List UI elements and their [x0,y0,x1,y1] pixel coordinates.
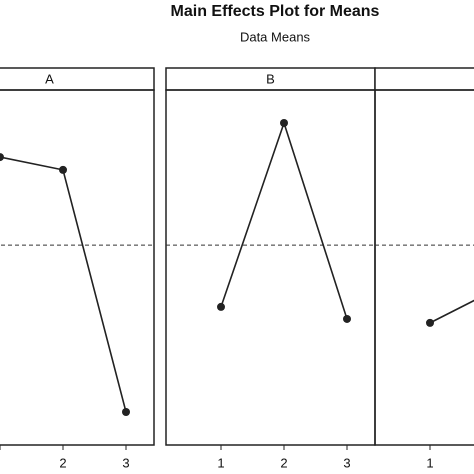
x-tick-label: 1 [217,455,224,470]
panel-frame [0,89,155,446]
mean-point [217,302,225,311]
panel-header [0,67,155,91]
x-tick-label: 2 [280,455,287,470]
panel-frame [374,89,474,446]
effect-line [220,120,348,320]
panel-header [374,67,474,91]
mean-point [343,314,351,323]
mean-point [426,318,434,327]
chart-subtitle: Data Means [240,29,311,44]
x-tick-label: 3 [122,455,129,470]
mean-point [122,407,130,416]
panel-label: B [266,71,275,86]
mean-point [59,165,67,174]
mean-point [0,153,4,162]
chart-title: Main Effects Plot for Means [171,3,380,20]
x-tick-label: 2 [59,455,66,470]
panel-frame [165,89,376,446]
effect-line [429,299,474,324]
panel-label: A [45,71,54,86]
mean-point [280,119,288,128]
x-tick-label: 3 [343,455,350,470]
x-tick-label: 1 [426,455,433,470]
effect-line [0,156,127,413]
